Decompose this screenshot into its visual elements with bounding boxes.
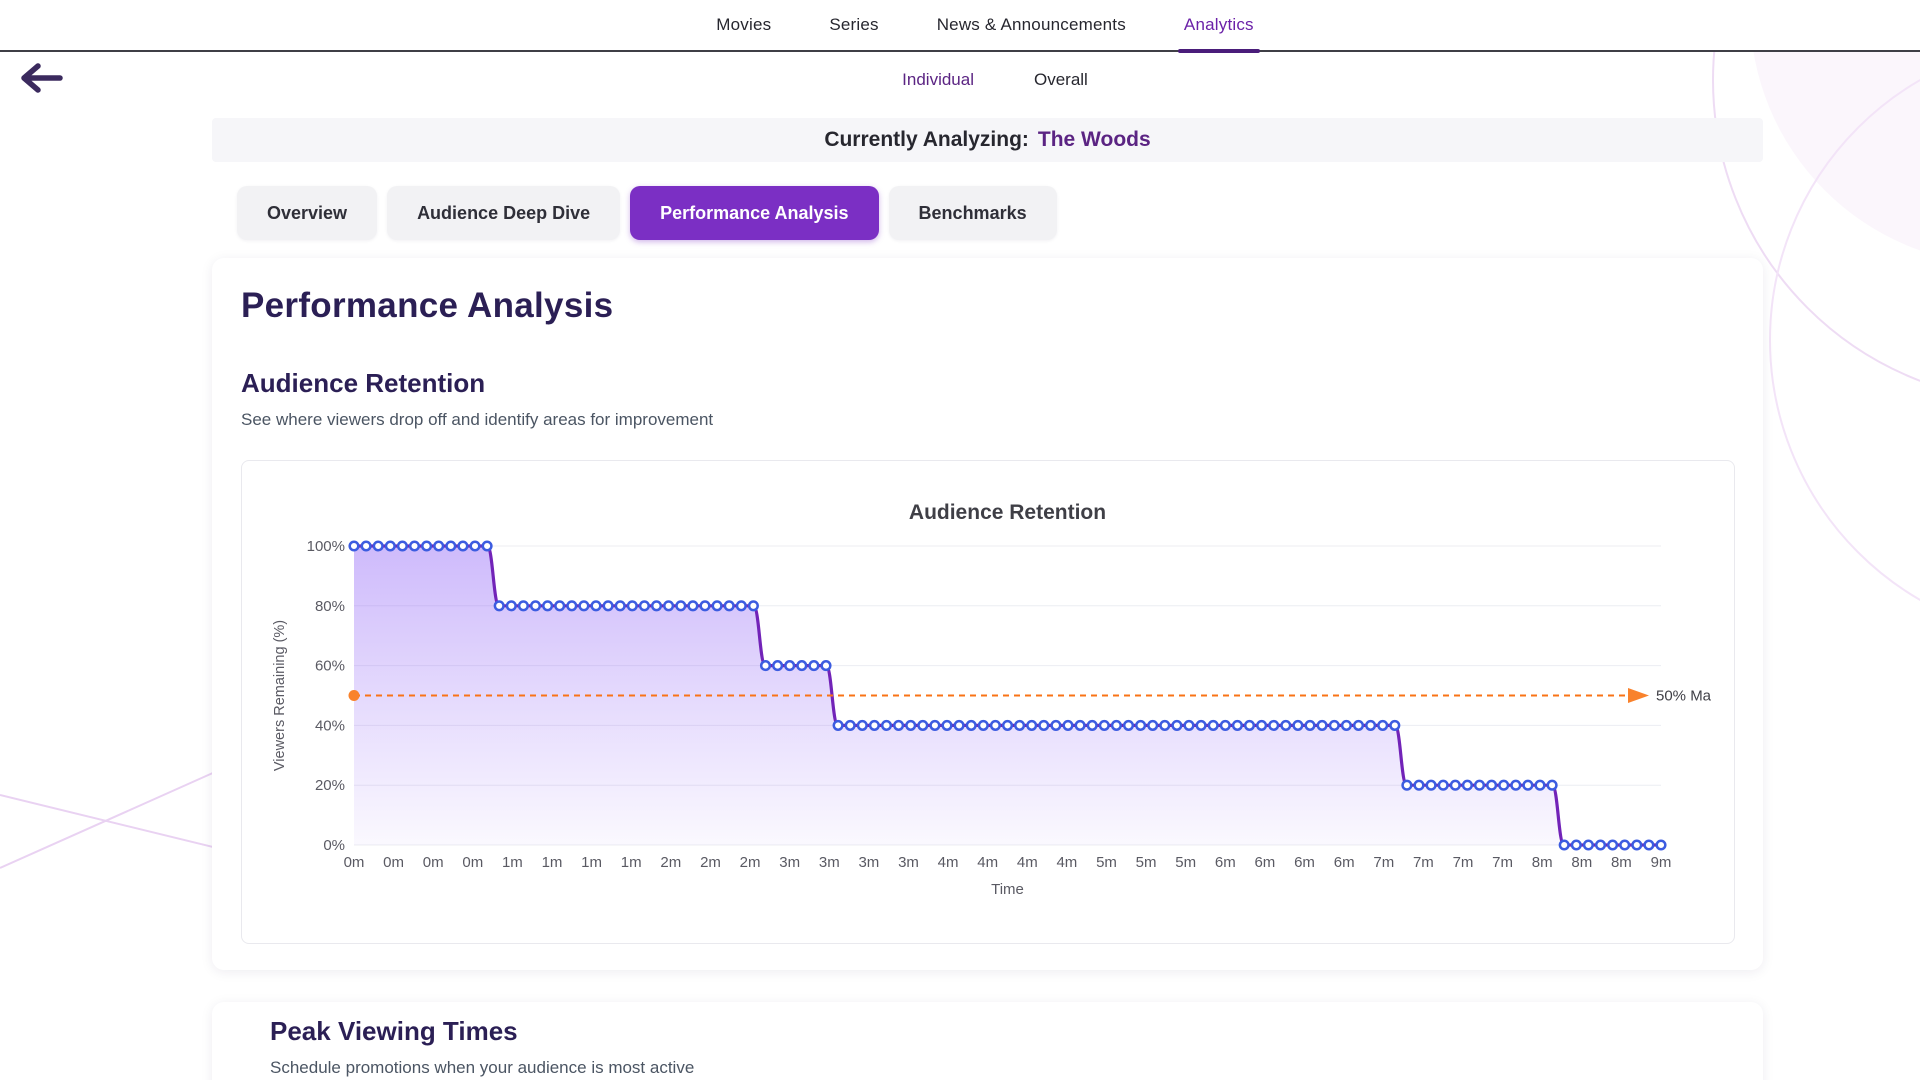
- back-button[interactable]: [18, 58, 68, 98]
- svg-text:9m: 9m: [1651, 854, 1672, 871]
- retention-section-title: Audience Retention: [241, 368, 486, 398]
- svg-text:4m: 4m: [1056, 854, 1077, 871]
- svg-text:3m: 3m: [858, 854, 879, 871]
- svg-text:100%: 100%: [307, 538, 345, 555]
- svg-text:5m: 5m: [1096, 854, 1117, 871]
- analyzing-prefix: Currently Analyzing:: [824, 128, 1029, 151]
- svg-text:6m: 6m: [1215, 854, 1236, 871]
- tab-benchmarks[interactable]: Benchmarks: [888, 186, 1057, 240]
- svg-text:2m: 2m: [740, 854, 761, 871]
- svg-text:8m: 8m: [1611, 854, 1632, 871]
- retention-section-subtitle: See where viewers drop off and identify …: [241, 410, 714, 429]
- svg-text:5m: 5m: [1136, 854, 1157, 871]
- svg-text:5m: 5m: [1175, 854, 1196, 871]
- performance-analysis-card: Performance Analysis Audience Retention …: [212, 258, 1763, 970]
- audience-retention-chart-card: Audience Retention 0% 20% 40% 60% 80% 100% View…: [241, 460, 1735, 944]
- svg-text:7m: 7m: [1492, 854, 1513, 871]
- svg-text:1m: 1m: [542, 854, 563, 871]
- svg-text:4m: 4m: [977, 854, 998, 871]
- svg-text:2m: 2m: [660, 854, 681, 871]
- decor-line-2: [0, 771, 216, 869]
- svg-text:Time: Time: [991, 881, 1024, 898]
- svg-text:7m: 7m: [1413, 854, 1434, 871]
- svg-text:20%: 20%: [315, 777, 345, 794]
- analytics-scope-switch: Individual Overall: [35, 70, 1920, 90]
- svg-text:6m: 6m: [1254, 854, 1275, 871]
- tab-audience-deep-dive[interactable]: Audience Deep Dive: [387, 186, 621, 240]
- tab-overview[interactable]: Overview: [237, 186, 378, 240]
- arrow-left-icon: [21, 63, 63, 93]
- analyzing-title: The Woods: [1037, 128, 1151, 151]
- svg-text:1m: 1m: [502, 854, 523, 871]
- svg-text:1m: 1m: [581, 854, 602, 871]
- svg-text:0m: 0m: [383, 854, 404, 871]
- svg-text:Viewers Remaining (%): Viewers Remaining (%): [272, 620, 288, 771]
- peak-viewing-times-card: Peak Viewing Times Schedule promotions w…: [212, 1002, 1763, 1080]
- svg-text:8m: 8m: [1571, 854, 1592, 871]
- svg-text:6m: 6m: [1334, 854, 1355, 871]
- svg-text:50% Ma: 50% Ma: [1656, 688, 1712, 705]
- svg-text:2m: 2m: [700, 854, 721, 871]
- currently-analyzing-banner: Currently Analyzing: The Woods: [212, 118, 1763, 162]
- decor-circle-fill: [1750, 0, 1920, 251]
- svg-text:3m: 3m: [898, 854, 919, 871]
- svg-text:7m: 7m: [1373, 854, 1394, 871]
- nav-item-movies[interactable]: Movies: [716, 15, 772, 34]
- decor-circle-arc-top: [1712, 0, 1920, 382]
- svg-text:3m: 3m: [779, 854, 800, 871]
- svg-text:4m: 4m: [938, 854, 959, 871]
- nav-item-news-announcements[interactable]: News & Announcements: [936, 15, 1126, 34]
- tab-performance-analysis[interactable]: Performance Analysis: [630, 186, 879, 240]
- svg-text:7m: 7m: [1453, 854, 1474, 871]
- nav-item-series[interactable]: Series: [829, 15, 879, 34]
- svg-text:1m: 1m: [621, 854, 642, 871]
- svg-text:8m: 8m: [1532, 854, 1553, 871]
- subnav-item-individual[interactable]: Individual: [902, 70, 974, 89]
- svg-text:0m: 0m: [423, 854, 444, 871]
- svg-text:6m: 6m: [1294, 854, 1315, 871]
- decor-circle-arc-right: [1769, 79, 1920, 601]
- analysis-tabs: Overview Audience Deep Dive Performance …: [237, 186, 1057, 240]
- peak-section-title: Peak Viewing Times: [270, 1016, 518, 1046]
- svg-text:3m: 3m: [819, 854, 840, 871]
- svg-text:80%: 80%: [315, 598, 345, 615]
- svg-text:0m: 0m: [344, 854, 365, 871]
- svg-text:0m: 0m: [462, 854, 483, 871]
- audience-retention-chart: Audience Retention 0% 20% 40% 60% 80% 100% View…: [272, 501, 1712, 898]
- svg-text:0%: 0%: [323, 837, 345, 854]
- nav-item-analytics[interactable]: Analytics: [1177, 0, 1260, 53]
- top-navigation: Movies Series News & Announcements Analy…: [0, 0, 1920, 53]
- peak-section-subtitle: Schedule promotions when your audience i…: [270, 1058, 695, 1077]
- page-title: Performance Analysis: [241, 286, 614, 325]
- svg-text:40%: 40%: [315, 717, 345, 734]
- subnav-item-overall[interactable]: Overall: [1033, 70, 1088, 89]
- svg-text:60%: 60%: [315, 658, 345, 675]
- svg-text:4m: 4m: [1017, 854, 1038, 871]
- svg-text:Audience Retention: Audience Retention: [909, 501, 1106, 524]
